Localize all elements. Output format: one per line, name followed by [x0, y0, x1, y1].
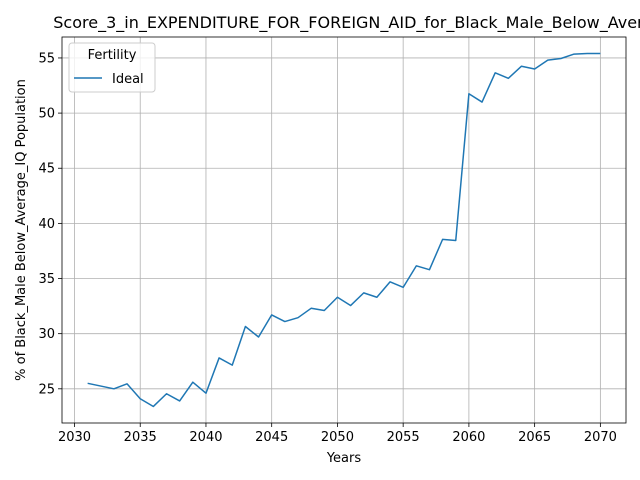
- legend: Fertility Ideal: [68, 42, 156, 93]
- legend-box: [68, 42, 156, 93]
- legend-title: Fertility: [88, 48, 137, 63]
- x-axis-label: Years: [326, 451, 362, 466]
- y-tick-label: 55: [38, 51, 55, 66]
- x-tick-label: 2045: [255, 430, 288, 445]
- series-line-0: [87, 52, 601, 408]
- y-axis-label: % of Black_Male Below_Average_IQ Populat…: [14, 79, 29, 381]
- y-tick-label: 40: [38, 217, 55, 232]
- x-tick-label: 2050: [321, 430, 354, 445]
- x-tick-label: 2065: [518, 430, 551, 445]
- grid-lines: [62, 37, 626, 423]
- x-tick-label: 2035: [124, 430, 157, 445]
- x-tick-label: 2040: [189, 430, 222, 445]
- y-tick-label: 50: [38, 107, 55, 122]
- y-tick-label: 45: [38, 162, 55, 177]
- y-tick-label: 35: [38, 272, 55, 287]
- y-axis-ticks: 25 30 35 40 45 50 55: [38, 51, 62, 397]
- y-tick-label: 30: [38, 327, 55, 342]
- chart-title: Score_3_in_EXPENDITURE_FOR_FOREIGN_AID_f…: [53, 13, 640, 33]
- y-tick-label: 25: [38, 382, 55, 397]
- plot-frame: [61, 36, 627, 424]
- series-layer: [87, 52, 601, 408]
- x-tick-label: 2070: [584, 430, 617, 445]
- x-axis-ticks: 2030 2035 2040 2045 2050 2055 2060 2065 2070: [58, 423, 617, 445]
- x-tick-label: 2055: [387, 430, 420, 445]
- x-tick-label: 2060: [452, 430, 485, 445]
- legend-label-ideal: Ideal: [112, 72, 144, 87]
- x-tick-label: 2030: [58, 430, 91, 445]
